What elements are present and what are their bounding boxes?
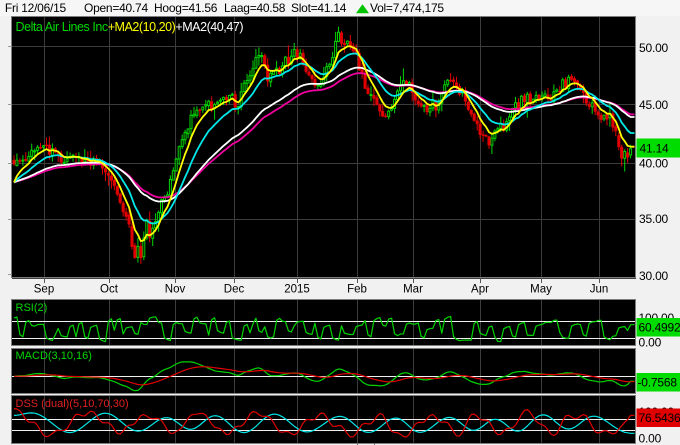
- svg-text:Vol=7,474,175: Vol=7,474,175: [370, 1, 444, 15]
- svg-text:Dec: Dec: [224, 284, 245, 296]
- svg-text:Feb: Feb: [347, 284, 367, 296]
- svg-text:RSI(2): RSI(2): [16, 302, 48, 314]
- svg-text:0.00: 0.00: [639, 336, 662, 350]
- svg-text:-0.7568: -0.7568: [638, 376, 678, 390]
- svg-text:Open=40.74: Open=40.74: [84, 1, 148, 15]
- svg-text:Slot=41.14: Slot=41.14: [291, 1, 347, 15]
- svg-text:Laag=40.58: Laag=40.58: [224, 1, 286, 15]
- svg-text:Sep: Sep: [34, 284, 54, 296]
- svg-text:45.00: 45.00: [639, 98, 669, 112]
- svg-text:0.00: 0.00: [639, 432, 662, 445]
- svg-text:Apr: Apr: [471, 284, 489, 296]
- svg-text:Oct: Oct: [100, 284, 119, 296]
- svg-text:76.5436: 76.5436: [639, 411, 680, 425]
- svg-text:MACD(3,10,16): MACD(3,10,16): [16, 350, 92, 362]
- svg-text:Hoog=41.56: Hoog=41.56: [154, 1, 218, 15]
- svg-text:Mar: Mar: [403, 284, 423, 296]
- svg-text:50.00: 50.00: [639, 41, 669, 55]
- svg-text:40.00: 40.00: [639, 157, 669, 171]
- svg-text:DSS (dual)(5,10,70,30): DSS (dual)(5,10,70,30): [16, 398, 129, 410]
- svg-text:Delta Air Lines Inc+MA2(10,20): Delta Air Lines Inc+MA2(10,20)+MA2(40,47…: [16, 20, 244, 34]
- svg-text:Nov: Nov: [165, 284, 186, 296]
- svg-text:Fri 12/06/15: Fri 12/06/15: [5, 1, 67, 15]
- svg-text:35.00: 35.00: [639, 212, 669, 226]
- svg-text:Jun: Jun: [590, 284, 609, 296]
- svg-text:30.00: 30.00: [639, 269, 669, 283]
- svg-text:41.14: 41.14: [640, 142, 670, 156]
- svg-text:2015: 2015: [284, 284, 310, 296]
- svg-text:60.4992: 60.4992: [639, 321, 680, 335]
- svg-text:May: May: [530, 284, 552, 296]
